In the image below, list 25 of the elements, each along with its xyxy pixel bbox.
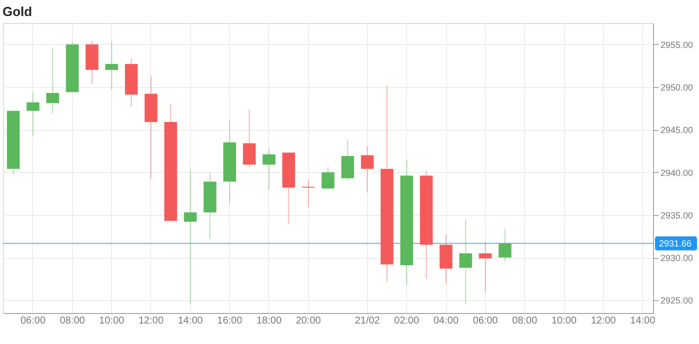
x-tick-label: 02:00	[394, 316, 420, 326]
y-tick-label: 2930.00	[660, 253, 694, 264]
x-tick-label: 06:00	[20, 316, 46, 326]
x-tick-label: 12:00	[138, 316, 164, 326]
x-tick-label: 21/02	[354, 316, 380, 326]
y-tick-label: 2925.00	[660, 296, 694, 306]
chart-title: Gold	[2, 4, 32, 19]
x-tick-label: 14:00	[630, 316, 656, 326]
x-tick-label: 06:00	[472, 316, 498, 326]
y-tick-label: 2940.00	[660, 168, 694, 178]
x-tick-label: 10:00	[99, 316, 125, 326]
x-tick-label: 18:00	[256, 316, 282, 326]
x-tick-label: 04:00	[433, 316, 459, 326]
x-tick-label: 14:00	[178, 316, 204, 326]
ref-line-label: 2931.66	[659, 238, 692, 248]
y-tick-label: 2935.00	[660, 210, 694, 220]
y-tick-label: 2955.00	[660, 40, 694, 50]
x-tick-label: 08:00	[512, 316, 538, 326]
y-tick-label: 2945.00	[660, 125, 694, 136]
x-tick-label: 20:00	[296, 316, 322, 326]
x-tick-label: 08:00	[60, 316, 86, 326]
x-tick-label: 16:00	[217, 316, 243, 326]
x-tick-label: 10:00	[551, 316, 577, 326]
x-tick-label: 12:00	[590, 316, 616, 326]
y-tick-label: 2950.00	[660, 82, 694, 92]
